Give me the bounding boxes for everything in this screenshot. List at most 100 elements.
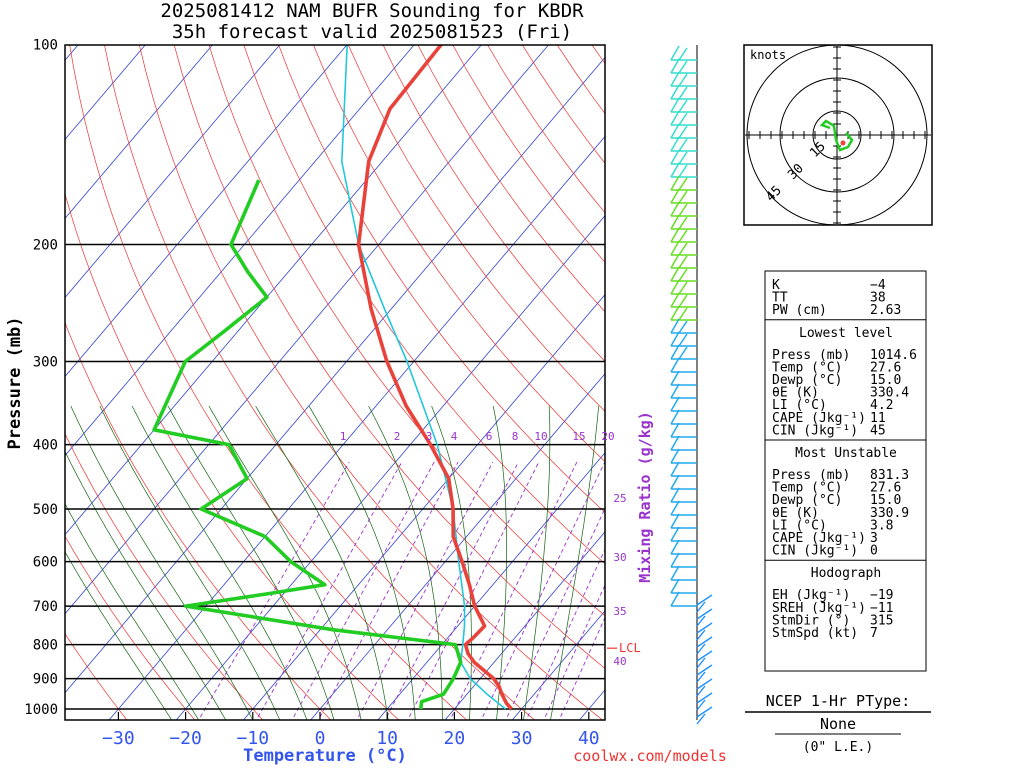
pressure-tick-label: 200 (33, 238, 58, 254)
wind-barb-flag (670, 500, 680, 516)
parcel-trace (340, 45, 507, 710)
skewt-background (65, 45, 605, 720)
pressure-tick-label: 100 (33, 38, 58, 54)
isotherm-line (65, 45, 348, 378)
lowest-level-label: CIN (Jkg⁻¹) (772, 423, 858, 438)
hodograph-params-heading: Hodograph (811, 566, 881, 581)
most-unstable-value: 831.3 (870, 468, 909, 483)
mixing-ratio-line (317, 461, 459, 720)
wind-barb-low (696, 636, 713, 648)
moist-adiabat-line (255, 405, 389, 720)
general-index-value: −4 (870, 278, 886, 293)
x-tick-label: 10 (376, 728, 398, 749)
wind-barb-flag (670, 409, 680, 425)
wind-barb-flag (670, 71, 680, 87)
indices-frame (764, 270, 927, 672)
dry-adiabat-line (347, 45, 605, 412)
wind-barb-flag (678, 333, 688, 347)
dry-adiabat-line (208, 45, 605, 617)
dewpoint-trace (152, 179, 463, 710)
wind-barb-low (696, 601, 706, 613)
mixing-ratio-line (543, 584, 605, 720)
most-unstable-label: LI (°C) (772, 518, 827, 533)
wind-barb-flag (670, 422, 680, 438)
mixing-ratio-label: 35 (613, 605, 626, 618)
general-index-label: K (772, 278, 780, 293)
mixing-ratio-line (449, 461, 578, 720)
wind-barb-flag (670, 123, 680, 139)
pressure-tick-label: 500 (33, 502, 58, 518)
wind-barb-flag (670, 279, 680, 295)
wind-barb-low (696, 706, 713, 718)
storm-motion-marker (840, 140, 846, 146)
wind-barb-flag (678, 294, 688, 308)
wind-barb-low (696, 692, 713, 704)
dry-adiabat-line (65, 633, 128, 720)
wind-barb-flag (670, 513, 680, 529)
pressure-tick-label: 1000 (24, 702, 58, 718)
wind-barb-flag (670, 565, 680, 581)
lowest-level-value: 1014.6 (870, 348, 917, 363)
wind-barb-flag (670, 162, 680, 178)
x-tick-label: 40 (578, 728, 600, 749)
wind-barb-flag (670, 58, 680, 74)
hodograph-param-value: −19 (870, 588, 893, 603)
wind-barb-flag (678, 255, 688, 269)
hodograph-param-label: SREH (Jkg⁻¹) (772, 601, 866, 616)
wind-barb-flag (670, 292, 680, 308)
wind-barb-flag (670, 591, 680, 607)
wind-barb-flag (670, 396, 680, 412)
most-unstable-label: Press (mb) (772, 468, 850, 483)
lowest-level-heading: Lowest level (799, 326, 893, 341)
most-unstable-value: 3.8 (870, 518, 893, 533)
dry-adiabat-line (278, 45, 605, 513)
isotherm-line (65, 45, 482, 536)
wind-barb-flag (670, 552, 680, 568)
moist-adiabat-line (65, 551, 173, 720)
ptype-accum: (0" L.E.) (803, 740, 873, 755)
dry-adiabat-line (382, 45, 605, 362)
most-unstable-heading: Most Unstable (795, 446, 897, 461)
ptype-value: None (820, 715, 856, 733)
dry-adiabat-line (104, 45, 536, 720)
chart-title: 2025081412 NAM BUFR Sounding for KBDR (160, 0, 584, 22)
general-index-value: 2.63 (870, 303, 901, 318)
wind-barb-flag (678, 99, 688, 113)
hodograph-param-value: −11 (870, 601, 893, 616)
most-unstable-label: Dewp (°C) (772, 493, 842, 508)
dry-adiabat-line (65, 432, 264, 720)
lowest-level-label: LI (°C) (772, 398, 827, 413)
wind-barb-flag (670, 136, 680, 152)
mixing-ratio-line (255, 461, 403, 720)
mixing-ratio-line (291, 461, 435, 720)
wind-barb-low (696, 594, 713, 606)
wind-barb-flag (678, 73, 688, 87)
wind-barb-flag (670, 448, 680, 464)
mixing-ratio-label: 1 (340, 430, 347, 443)
wind-barb-flag (670, 370, 680, 386)
wind-barb-flag (678, 125, 688, 139)
wind-barb-flag (670, 318, 680, 334)
wind-barb-flag (678, 346, 688, 360)
wind-barb-flag (670, 266, 680, 282)
lowest-level-label: CAPE (Jkg⁻¹) (772, 411, 866, 426)
lowest-level-value: 15.0 (870, 373, 901, 388)
moist-adiabat-line (65, 450, 227, 720)
wind-barb-flag (670, 539, 680, 555)
wind-barb-flag (678, 112, 688, 126)
wind-barb-low (696, 664, 713, 676)
wind-barb-flag (678, 138, 688, 152)
wind-barb-flag (678, 151, 688, 165)
wind-barb-flag (670, 474, 680, 490)
x-tick-label: 20 (444, 728, 466, 749)
hodograph-param-label: StmDir (°) (772, 613, 850, 628)
mixing-ratio-label: 2 (394, 430, 401, 443)
wind-barb-low (696, 608, 713, 620)
x-tick-label: 30 (511, 728, 533, 749)
mixing-ratio-label: 30 (613, 551, 626, 564)
wind-barb-low (696, 615, 706, 627)
wind-barb-flag (670, 305, 680, 321)
hodograph-param-label: StmSpd (kt) (772, 626, 858, 641)
